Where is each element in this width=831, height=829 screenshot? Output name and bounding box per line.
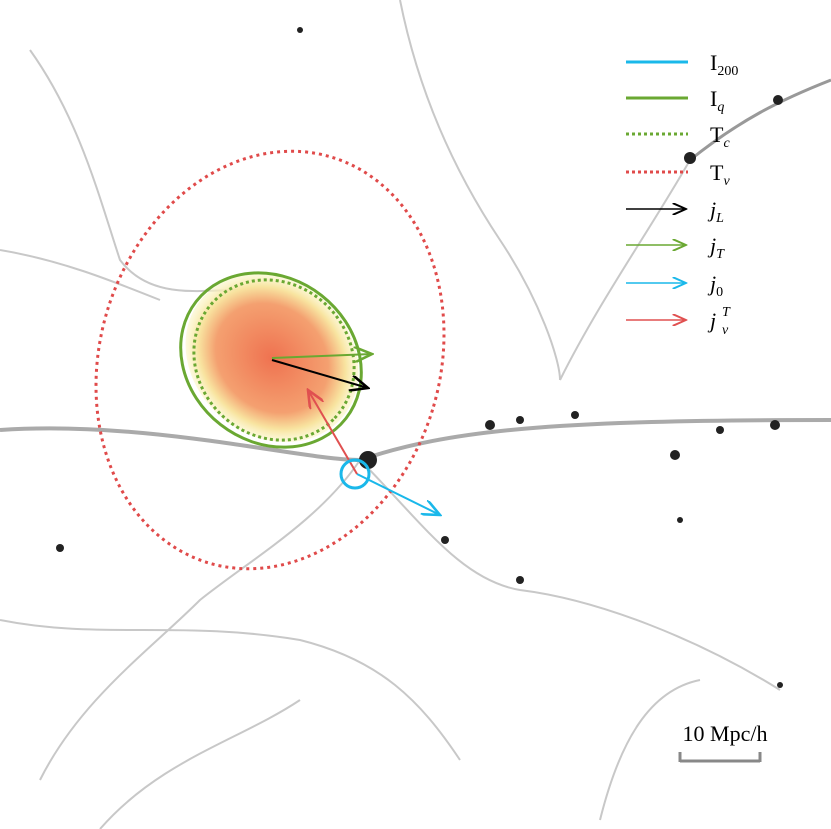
i-200-circle — [339, 458, 371, 490]
halos — [56, 27, 783, 688]
t-c-ellipse — [192, 278, 356, 442]
j-0-arrow — [356, 473, 440, 515]
legend-label: Iq — [710, 86, 724, 115]
legend-label: Tc — [710, 122, 730, 151]
legend-sub: ν — [723, 174, 730, 189]
legend-sub: 200 — [717, 64, 738, 79]
legend-symbol: j — [707, 197, 716, 222]
legend-sub: q — [717, 100, 724, 115]
legend-symbol: j — [707, 271, 716, 296]
legend-sup: T — [722, 305, 731, 320]
j-l-arrow — [271, 359, 368, 388]
legend-sub: T — [716, 247, 725, 262]
legend-label: j0 — [707, 271, 723, 300]
legend-sub: ν — [722, 323, 729, 338]
legend-symbol: j — [707, 233, 716, 258]
j-t-arrow — [271, 354, 372, 358]
legend-symbol: I — [710, 50, 717, 75]
scale-bar-label: 10 Mpc/h — [683, 721, 768, 746]
legend-label: jL — [707, 197, 724, 226]
legend-sub: L — [715, 211, 724, 226]
legend-label: I200 — [710, 50, 738, 79]
legend-sub: c — [723, 136, 730, 151]
legend-label: jT — [707, 233, 725, 262]
legend-symbol: T — [710, 160, 724, 185]
legend-symbol: T — [710, 122, 724, 147]
legend-label: Tν — [710, 160, 730, 189]
t-nu-ellipse — [94, 149, 446, 571]
i-q-ellipse — [179, 271, 363, 449]
legend-symbol: j — [707, 308, 716, 333]
legend-symbol: I — [710, 86, 717, 111]
legend-sub: 0 — [716, 285, 723, 300]
